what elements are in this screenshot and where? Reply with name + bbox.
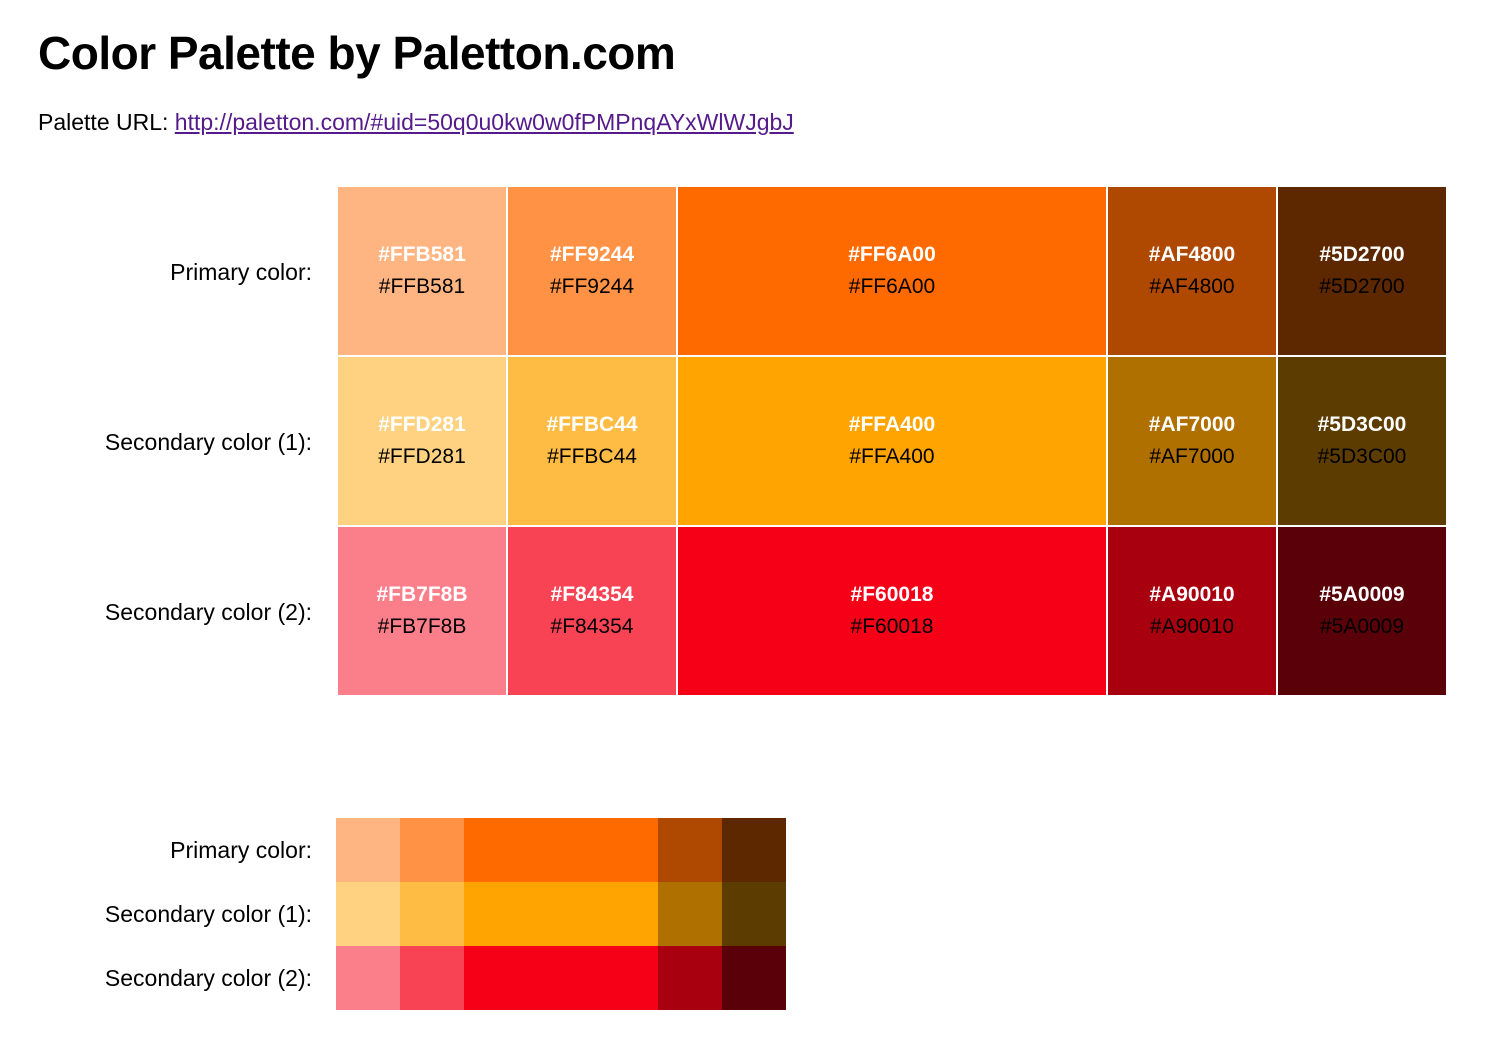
color-swatch[interactable]: #A90010 #A90010 [1108, 527, 1276, 695]
palette-url-link[interactable]: http://paletton.com/#uid=50q0u0kw0w0fPMP… [174, 109, 794, 135]
compact-swatch[interactable] [336, 946, 400, 1010]
hex-label-dark: #F84354 [550, 615, 634, 638]
swatch-group: #FB7F8B #FB7F8B #F84354 #F84354 #F60018 … [338, 527, 1446, 697]
compact-row-secondary-1: Secondary color (1): [0, 882, 786, 946]
hex-label-light: #F60018 [850, 583, 934, 606]
compact-swatch[interactable] [464, 882, 658, 946]
hex-label-light: #F84354 [550, 583, 634, 606]
swatch-group: #FFB581 #FFB581 #FF9244 #FF9244 #FF6A00 … [338, 187, 1446, 357]
hex-label-light: #5D2700 [1319, 243, 1405, 266]
row-label: Secondary color (1): [104, 429, 312, 455]
row-label: Secondary color (2): [104, 599, 312, 625]
hex-label-dark: #FFBC44 [547, 445, 637, 468]
hex-label-light: #FF9244 [549, 243, 635, 266]
color-swatch[interactable]: #FFBC44 #FFBC44 [508, 357, 676, 525]
hex-label-light: #5D3C00 [1317, 413, 1407, 436]
color-swatch[interactable]: #FFA400 #FFA400 [678, 357, 1106, 525]
compact-swatch-group [336, 882, 786, 946]
color-swatch[interactable]: #FF9244 #FF9244 [508, 187, 676, 355]
hex-label-dark: #FFB581 [378, 275, 466, 298]
color-swatch[interactable]: #5D3C00 #5D3C00 [1278, 357, 1446, 525]
compact-swatch[interactable] [464, 818, 658, 882]
compact-swatch[interactable] [464, 946, 658, 1010]
compact-swatch[interactable] [400, 882, 464, 946]
compact-swatch[interactable] [722, 882, 786, 946]
hex-label-dark: #FFA400 [849, 445, 935, 468]
palette-url-label: Palette URL: [38, 109, 175, 135]
hex-label-light: #FFA400 [848, 413, 936, 436]
hex-label-dark: #AF7000 [1149, 445, 1235, 468]
compact-swatch-group [336, 946, 786, 1010]
row-label: Secondary color (2): [104, 965, 312, 991]
compact-swatch-group [336, 818, 786, 882]
palette-table-large: Primary color: #FFB581 #FFB581 #FF9244 #… [0, 187, 1446, 697]
color-swatch[interactable]: #FB7F8B #FB7F8B [338, 527, 506, 695]
hex-label-dark: #FB7F8B [377, 615, 467, 638]
palette-row-secondary-2: Secondary color (2): #FB7F8B #FB7F8B #F8… [0, 527, 1446, 697]
hex-label-light: #FFB581 [378, 243, 466, 266]
hex-label-dark: #A90010 [1149, 615, 1235, 638]
hex-label-dark: #5D2700 [1319, 275, 1405, 298]
compact-swatch[interactable] [400, 946, 464, 1010]
color-swatch[interactable]: #FF6A00 #FF6A00 [678, 187, 1106, 355]
hex-label-dark: #AF4800 [1149, 275, 1235, 298]
hex-label-light: #AF7000 [1148, 413, 1236, 436]
hex-label-dark: #F60018 [850, 615, 934, 638]
hex-label-dark: #5D3C00 [1317, 445, 1407, 468]
color-swatch[interactable]: #5D2700 #5D2700 [1278, 187, 1446, 355]
hex-label-light: #FFD281 [378, 413, 466, 436]
compact-swatch[interactable] [400, 818, 464, 882]
color-swatch[interactable]: #F84354 #F84354 [508, 527, 676, 695]
palette-row-secondary-1: Secondary color (1): #FFD281 #FFD281 #FF… [0, 357, 1446, 527]
compact-swatch[interactable] [336, 818, 400, 882]
hex-label-light: #FB7F8B [376, 583, 468, 606]
palette-url-line: Palette URL: http://paletton.com/#uid=50… [38, 107, 794, 137]
page-title: Color Palette by Paletton.com [38, 27, 676, 79]
color-swatch[interactable]: #FFB581 #FFB581 [338, 187, 506, 355]
color-swatch[interactable]: #AF7000 #AF7000 [1108, 357, 1276, 525]
hex-label-light: #FF6A00 [848, 243, 936, 266]
row-label: Primary color: [170, 837, 312, 863]
compact-swatch[interactable] [658, 946, 722, 1010]
compact-row-secondary-2: Secondary color (2): [0, 946, 786, 1010]
hex-label-dark: #FF9244 [549, 275, 635, 298]
row-label: Primary color: [170, 259, 312, 285]
color-swatch[interactable]: #AF4800 #AF4800 [1108, 187, 1276, 355]
palette-row-primary: Primary color: #FFB581 #FFB581 #FF9244 #… [0, 187, 1446, 357]
palette-table-compact: Primary color: Secondary color (1): Seco… [0, 818, 786, 1010]
compact-swatch[interactable] [658, 882, 722, 946]
hex-label-light: #5A0009 [1319, 583, 1405, 606]
compact-row-primary: Primary color: [0, 818, 786, 882]
row-label: Secondary color (1): [104, 901, 312, 927]
hex-label-light: #FFBC44 [546, 413, 638, 436]
hex-label-dark: #FFD281 [378, 445, 466, 468]
color-swatch[interactable]: #FFD281 #FFD281 [338, 357, 506, 525]
hex-label-dark: #FF6A00 [848, 275, 936, 298]
color-swatch[interactable]: #F60018 #F60018 [678, 527, 1106, 695]
compact-swatch[interactable] [722, 946, 786, 1010]
swatch-group: #FFD281 #FFD281 #FFBC44 #FFBC44 #FFA400 … [338, 357, 1446, 527]
compact-swatch[interactable] [336, 882, 400, 946]
hex-label-light: #AF4800 [1148, 243, 1236, 266]
hex-label-dark: #5A0009 [1319, 615, 1405, 638]
compact-swatch[interactable] [658, 818, 722, 882]
compact-swatch[interactable] [722, 818, 786, 882]
hex-label-light: #A90010 [1149, 583, 1235, 606]
color-swatch[interactable]: #5A0009 #5A0009 [1278, 527, 1446, 695]
